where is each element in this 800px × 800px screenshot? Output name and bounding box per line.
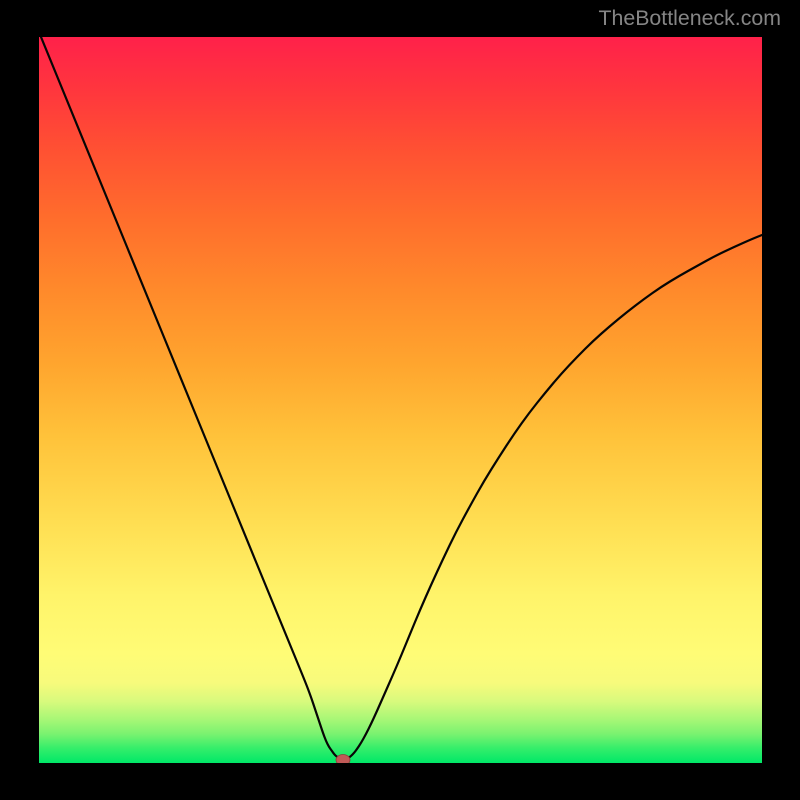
minimum-marker bbox=[336, 755, 350, 764]
curve-layer bbox=[39, 37, 762, 763]
v-curve-path bbox=[41, 37, 762, 759]
plot-area bbox=[39, 37, 762, 763]
chart-container: TheBottleneck.com bbox=[0, 0, 800, 800]
watermark-text: TheBottleneck.com bbox=[598, 6, 781, 31]
